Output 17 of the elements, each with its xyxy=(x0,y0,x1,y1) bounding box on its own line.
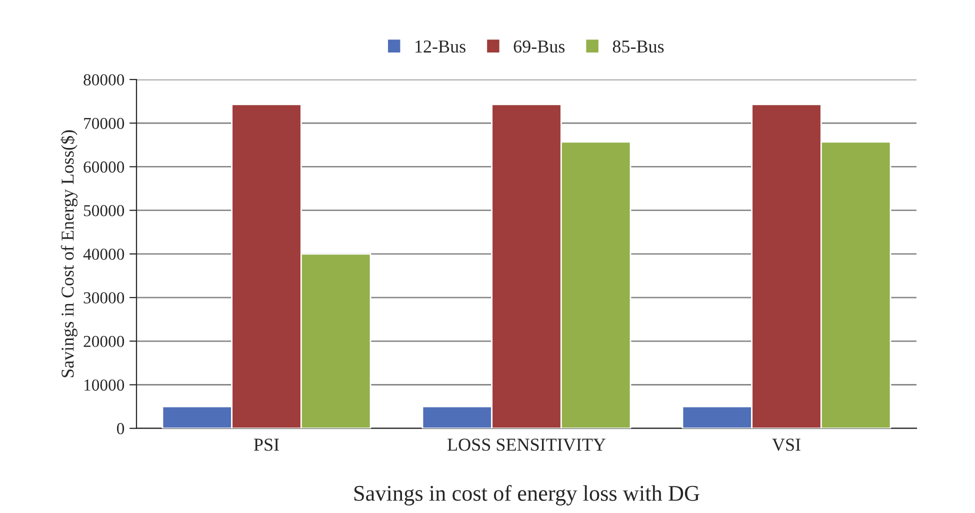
x-axis-title: Savings in cost of energy loss with DG xyxy=(354,485,700,506)
x-tick-label: VSI xyxy=(772,438,800,451)
y-tick-label: 70000 xyxy=(84,118,124,130)
y-tick-label: 50000 xyxy=(84,205,124,216)
y-tick-label: 40000 xyxy=(83,248,124,260)
y-axis-title: Savings in Cost of Energy Loss($) xyxy=(60,130,78,378)
legend-label: 12-Bus xyxy=(416,40,466,53)
y-tick-label: 60000 xyxy=(84,161,124,173)
legend-label: 69-Bus xyxy=(514,40,565,53)
y-tick-label: 20000 xyxy=(84,336,124,348)
x-tick-label: PSI xyxy=(254,438,279,451)
x-tick-label: LOSS SENSITIVITY xyxy=(448,438,606,451)
y-tick-label: 10000 xyxy=(84,379,124,391)
y-tick-label: 80000 xyxy=(84,74,124,86)
legend-label: 85-Bus xyxy=(612,40,664,53)
y-tick-label: 30000 xyxy=(84,292,124,304)
y-tick-label: 0 xyxy=(116,423,124,434)
